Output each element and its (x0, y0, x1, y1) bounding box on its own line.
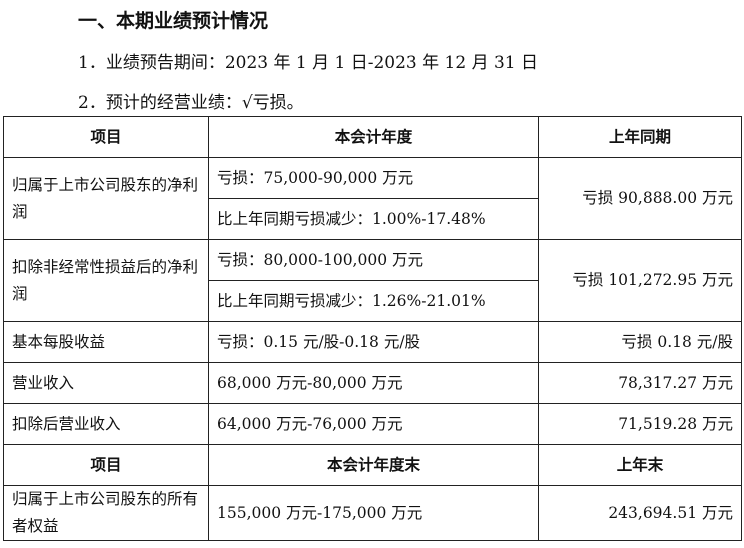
current-cell: 68,000 万元-80,000 万元 (208, 362, 539, 404)
table-row: 比上年同期亏损减少：1.00%-17.48% (4, 198, 742, 240)
header-cell: 项目 (3, 116, 209, 158)
header-cell: 本会计年度末 (208, 444, 539, 486)
table-row: 扣除非经常性损益后的净利润 亏损：80,000-100,000 万元 亏损 10… (3, 239, 742, 322)
current-cell: 亏损：75,000-90,000 万元 (208, 157, 539, 199)
table-row: 归属于上市公司股东的所有者权益 155,000 万元-175,000 万元 24… (3, 485, 742, 541)
table-row: 比上年同期亏损减少：1.26%-21.01% (4, 280, 742, 322)
item-cell: 基本每股收益 (3, 321, 209, 363)
prior-cell: 亏损 0.18 元/股 (538, 321, 742, 363)
current-cell: 155,000 万元-175,000 万元 (208, 485, 539, 541)
forecast-table: 项目 本会计年度 上年同期 归属于上市公司股东的净利润 亏损：75,000-90… (3, 116, 742, 541)
table-row: 归属于上市公司股东的净利润 亏损：75,000-90,000 万元 亏损 90,… (3, 157, 742, 240)
expected-performance: 2．预计的经营业绩：√亏损。 (78, 93, 304, 113)
header-cell: 上年末 (538, 444, 742, 486)
current-cell: 64,000 万元-76,000 万元 (208, 403, 539, 445)
prior-cell: 78,317.27 万元 (538, 362, 742, 404)
current-cell: 比上年同期亏损减少：1.00%-17.48% (208, 198, 539, 240)
forecast-period: 1．业绩预告期间：2023 年 1 月 1 日-2023 年 12 月 31 日 (78, 53, 539, 73)
header-cell: 项目 (3, 444, 209, 486)
item-cell: 扣除后营业收入 (3, 403, 209, 445)
item-cell: 归属于上市公司股东的净利润 (3, 157, 209, 240)
table-header-row: 项目 本会计年度末 上年末 (3, 444, 742, 486)
header-cell: 上年同期 (538, 116, 742, 158)
current-cell: 亏损：0.15 元/股-0.18 元/股 (208, 321, 539, 363)
table-row: 营业收入 68,000 万元-80,000 万元 78,317.27 万元 (3, 362, 742, 404)
prior-cell: 亏损 90,888.00 万元 (538, 157, 742, 240)
item-cell: 扣除非经常性损益后的净利润 (3, 239, 209, 322)
item-cell: 营业收入 (3, 362, 209, 404)
table-header-row: 项目 本会计年度 上年同期 (3, 116, 742, 158)
prior-cell: 243,694.51 万元 (538, 485, 742, 541)
section-heading: 一、本期业绩预计情况 (78, 10, 269, 32)
table-row: 扣除后营业收入 64,000 万元-76,000 万元 71,519.28 万元 (3, 403, 742, 445)
prior-cell: 亏损 101,272.95 万元 (538, 239, 742, 322)
item-cell: 归属于上市公司股东的所有者权益 (3, 485, 209, 541)
current-cell: 亏损：80,000-100,000 万元 (208, 239, 539, 281)
prior-cell: 71,519.28 万元 (538, 403, 742, 445)
header-cell: 本会计年度 (208, 116, 539, 158)
current-cell: 比上年同期亏损减少：1.26%-21.01% (208, 280, 539, 322)
table-row: 基本每股收益 亏损：0.15 元/股-0.18 元/股 亏损 0.18 元/股 (3, 321, 742, 363)
